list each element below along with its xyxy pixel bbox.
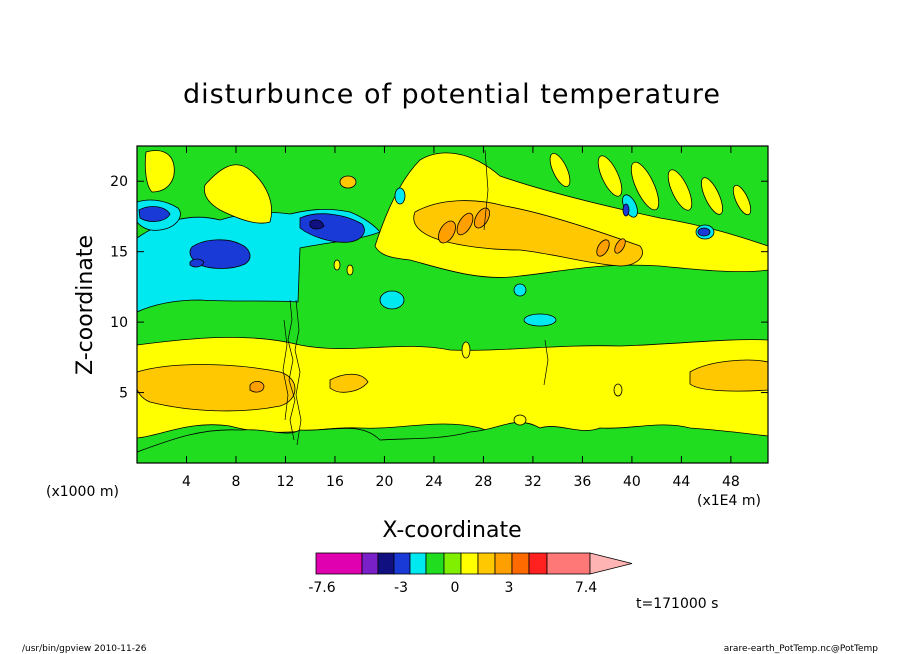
colorbar — [315, 552, 633, 575]
contour-warm-lens-left — [137, 364, 296, 412]
colorbar-tick-labels: -7.6 -3 0 3 7.4 — [308, 580, 597, 596]
x-tick-label: 4 — [182, 474, 191, 490]
colorbar-tick-label: -7.6 — [308, 580, 335, 596]
plot-frame — [136, 145, 769, 464]
colorbar-swatch — [393, 552, 411, 575]
x-unit-label: (x1000 m) — [46, 484, 119, 500]
y-axis-label: Z-coordinate — [73, 235, 98, 375]
x-tick-label: 32 — [524, 474, 542, 490]
colorbar-tick-label: 0 — [451, 580, 460, 596]
contour-field — [137, 146, 768, 463]
colorbar-swatch — [528, 552, 548, 575]
x-tick-label: 12 — [277, 474, 295, 490]
contour-cold-cells-right — [379, 187, 715, 327]
contour-cold-core-f — [189, 258, 205, 268]
colorbar-swatch — [409, 552, 427, 575]
x-tick-label: 8 — [232, 474, 241, 490]
y-tick-label: 10 — [110, 315, 128, 331]
footer-right: arare-earth_PotTemp.nc@PotTemp — [724, 644, 879, 654]
contour-cold-core-a — [189, 239, 251, 269]
colorbar-swatch — [361, 552, 379, 575]
x-tick-label: 40 — [623, 474, 641, 490]
colorbar-tick-label: 7.4 — [575, 580, 597, 596]
x-scale-label: (x1E4 m) — [697, 493, 761, 509]
contour-small-warm-bits — [333, 259, 623, 426]
colorbar-tick-label: 3 — [505, 580, 514, 596]
contour-wave-stripes — [339, 153, 752, 216]
chart-title: disturbunce of potential temperature — [183, 79, 721, 110]
contour-plume-column — [282, 149, 549, 446]
y-tick-label: 5 — [119, 386, 128, 402]
x-tick-label: 24 — [425, 474, 443, 490]
colorbar-swatch — [443, 552, 462, 575]
x-tick-label: 28 — [475, 474, 493, 490]
x-tick-label: 16 — [326, 474, 344, 490]
colorbar-swatch — [377, 552, 395, 575]
colorbar-swatch — [511, 552, 530, 575]
colorbar-swatch — [460, 552, 479, 575]
x-axis-label: X-coordinate — [382, 518, 521, 543]
colorbar-swatch — [477, 552, 496, 575]
x-tick-label: 44 — [672, 474, 690, 490]
x-tick-label: 36 — [573, 474, 591, 490]
colorbar-swatch — [494, 552, 513, 575]
y-tick-label: 15 — [110, 245, 128, 261]
contour-cold-core-c — [309, 219, 325, 230]
contour-cold-cores-right — [622, 203, 711, 237]
x-tick-label: 20 — [376, 474, 394, 490]
colorbar-swatch — [546, 552, 591, 575]
colorbar-tick-label: -3 — [394, 580, 408, 596]
colorbar-swatch — [425, 552, 445, 575]
contour-cold-core-e — [138, 206, 171, 222]
x-tick-label: 48 — [722, 474, 740, 490]
contour-warm-lens-right — [689, 359, 768, 392]
colorbar-swatch — [315, 552, 363, 575]
y-tick-label: 20 — [110, 174, 128, 190]
footer-left: /usr/bin/gpview 2010-11-26 — [22, 644, 147, 654]
time-label: t=171000 s — [636, 596, 718, 612]
y-axis-ticks: 5 10 15 20 — [110, 174, 768, 402]
contour-warm-core-left — [249, 380, 265, 393]
contour-warm-top-a — [144, 150, 175, 193]
contour-warm-top-b — [203, 164, 272, 224]
x-axis-ticks: 4 8 12 16 20 24 28 32 36 40 44 48 — [182, 146, 740, 490]
contour-warm-lens-mid — [329, 373, 369, 393]
contour-band-near-surface — [137, 421, 768, 463]
colorbar-end-arrow — [589, 552, 633, 575]
